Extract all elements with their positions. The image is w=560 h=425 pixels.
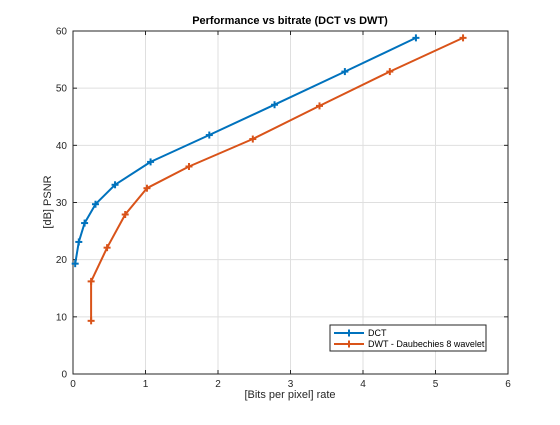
data-point	[71, 260, 79, 268]
data-point	[205, 131, 213, 139]
legend-item: DCT	[334, 328, 387, 338]
data-point	[341, 68, 349, 76]
data-point	[75, 238, 83, 246]
y-tick-label: 10	[56, 312, 68, 323]
data-point	[459, 34, 467, 42]
data-point	[147, 158, 155, 166]
data-point	[249, 135, 257, 143]
y-tick-label: 20	[56, 255, 68, 266]
x-tick-label: 0	[70, 379, 76, 390]
legend-label: DCT	[368, 328, 387, 338]
y-tick-label: 50	[56, 84, 68, 95]
y-tick-label: 0	[61, 370, 67, 381]
data-point	[316, 102, 323, 110]
data-point	[185, 162, 193, 170]
x-tick-label: 3	[288, 379, 294, 390]
data-point	[81, 219, 89, 227]
y-tick-label: 60	[56, 27, 68, 38]
legend-box	[329, 324, 487, 352]
x-axis-label: [Bits per pixel] rate	[244, 389, 335, 401]
y-axis-label: [dB] PSNR	[42, 175, 54, 228]
x-tick-label: 2	[215, 379, 221, 390]
y-tick-label: 30	[56, 198, 68, 209]
data-point	[87, 317, 95, 325]
data-point	[271, 101, 279, 109]
x-tick-label: 5	[433, 379, 439, 390]
data-point	[103, 244, 111, 252]
data-point	[143, 184, 151, 192]
series-line-1	[74, 36, 417, 264]
legend-item: DWT - Daubechies 8 wavelet	[334, 339, 485, 349]
legend-label: DWT - Daubechies 8 wavelet	[368, 339, 485, 349]
data-point	[386, 68, 394, 76]
chart-title: Performance vs bitrate (DCT vs DWT)	[192, 15, 388, 27]
x-tick-label: 4	[360, 379, 366, 390]
data-point	[111, 181, 119, 189]
y-tick-label: 40	[56, 141, 68, 152]
x-tick-label: 6	[505, 379, 511, 390]
x-tick-label: 1	[143, 379, 149, 390]
data-point	[412, 34, 420, 42]
data-point	[121, 211, 129, 219]
data-point	[87, 277, 95, 285]
series-line-2	[90, 36, 464, 321]
data-point	[91, 200, 99, 208]
